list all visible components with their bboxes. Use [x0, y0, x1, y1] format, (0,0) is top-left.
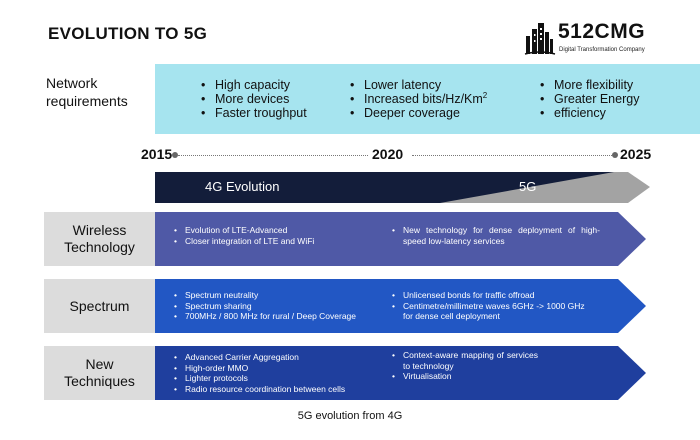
list-item: Unlicensed bonds for traffic offroad [392, 290, 592, 301]
list-item: Spectrum sharing [174, 301, 386, 312]
city-skyline-icon [524, 23, 556, 55]
timeline-line [178, 155, 368, 156]
row-label-line: Spectrum [69, 297, 130, 314]
figure-caption: 5G evolution from 4G [297, 410, 403, 422]
timeline-line [412, 155, 614, 156]
list-item: Centimetre/millimetre waves 6GHz -> 1000… [392, 301, 592, 322]
new-techniques-right-list: Context-aware mapping of services to tec… [392, 350, 538, 382]
network-requirements-band: High capacity More devices Faster trough… [155, 64, 700, 134]
row-label-line: Technology [64, 239, 135, 255]
list-item: New technology for dense deployment of h… [392, 225, 600, 246]
timeline-start-dot [172, 152, 178, 158]
page-title: EVOLUTION TO 5G [48, 24, 208, 43]
list-item: Closer integration of LTE and WiFi [174, 236, 384, 247]
row-label-wireless-technology: Wireless Technology [44, 212, 155, 266]
list-item: Radio resource coordination between cell… [174, 384, 386, 395]
5g-label: 5G [519, 179, 537, 194]
netreq-column-1: High capacity More devices Faster trough… [201, 78, 307, 120]
timeline-end-year: 2025 [620, 146, 652, 162]
netreq-column-3: More flexibility Greater Energy efficien… [540, 78, 639, 120]
logo-tagline: Digital Transformation Company [559, 47, 645, 53]
netreq-item: More flexibility [540, 78, 639, 92]
list-item: 700MHz / 800 MHz for rural / Deep Covera… [174, 311, 386, 322]
4g-evolution-label: 4G Evolution [205, 179, 280, 194]
list-item: Context-aware mapping of services to tec… [392, 350, 538, 371]
row-label-spectrum: Spectrum [44, 279, 155, 333]
spectrum-left-list: Spectrum neutrality Spectrum sharing 700… [174, 290, 386, 322]
list-item: Spectrum neutrality [174, 290, 386, 301]
row-label-line: Techniques [64, 373, 135, 389]
list-item: Advanced Carrier Aggregation [174, 352, 386, 363]
netreq-item: Greater Energy [540, 92, 639, 106]
netreq-item: efficiency [540, 106, 639, 120]
timeline-end-dot [612, 152, 618, 158]
timeline-mid-year: 2020 [372, 146, 404, 162]
4g-evolution-arrow [155, 172, 614, 203]
netreq-item-text: Increased bits/Hz/Km [364, 92, 483, 106]
spectrum-right-list: Unlicensed bonds for traffic offroad Cen… [392, 290, 592, 322]
netreq-item-text: efficiency [554, 106, 606, 120]
netreq-label-line: Network [46, 75, 98, 91]
evolution-arrows [155, 172, 650, 203]
netreq-column-2: Lower latency Increased bits/Hz/Km2 Deep… [350, 78, 487, 120]
wireless-technology-left-list: Evolution of LTE-Advanced Closer integra… [174, 225, 384, 246]
wireless-technology-right-list: New technology for dense deployment of h… [392, 225, 600, 246]
netreq-item: High capacity [201, 78, 307, 92]
netreq-item: Deeper coverage [350, 106, 487, 120]
list-item: High-order MMO [174, 363, 386, 374]
company-logo: 512CMG Digital Transformation Company [524, 20, 654, 60]
timeline-start-year: 2015 [141, 146, 173, 162]
netreq-label-line: requirements [46, 93, 128, 109]
list-item: Evolution of LTE-Advanced [174, 225, 384, 236]
netreq-item: Increased bits/Hz/Km2 [350, 90, 488, 106]
row-label-line: Wireless [72, 222, 127, 238]
list-item: Virtualisation [392, 371, 538, 382]
logo-brand: 512CMG [558, 20, 646, 43]
new-techniques-left-list: Advanced Carrier Aggregation High-order … [174, 352, 386, 394]
network-requirements-label: Network requirements [46, 74, 128, 110]
netreq-superscript: 2 [482, 90, 488, 100]
list-item: Lighter protocols [174, 373, 386, 384]
netreq-item: Faster troughput [201, 106, 307, 120]
row-label-new-techniques: New Techniques [44, 346, 155, 400]
row-label-line: New [85, 356, 114, 372]
netreq-item: More devices [201, 92, 307, 106]
netreq-item: Lower latency [350, 78, 487, 92]
